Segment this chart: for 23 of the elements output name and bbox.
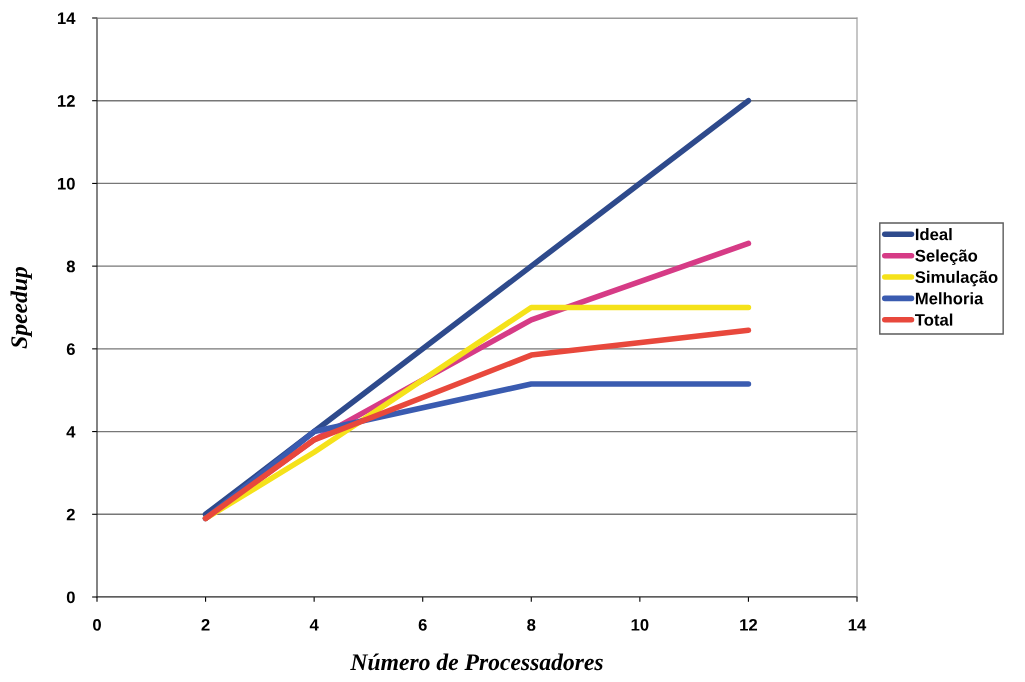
x-axis-title: Número de Processadores <box>350 653 603 671</box>
legend-label: Ideal <box>915 228 952 241</box>
x-tick-label: 10 <box>631 618 649 631</box>
x-tick-label: 8 <box>527 618 536 631</box>
y-axis-title: Speedup <box>10 266 32 349</box>
y-tick-label: 12 <box>57 95 75 107</box>
y-tick-label: 4 <box>66 426 76 438</box>
legend-label: Total <box>914 313 953 326</box>
x-tick-label: 12 <box>740 618 758 631</box>
y-tick-label: 0 <box>66 591 75 604</box>
x-tick-label: 14 <box>848 619 867 631</box>
y-tick-label: 10 <box>57 177 75 190</box>
y-tick-label: 2 <box>66 508 75 521</box>
y-tick-label: 8 <box>66 260 75 273</box>
legend-label: Seleção <box>915 249 978 265</box>
x-tick-label: 4 <box>309 619 319 631</box>
legend-label: Melhoria <box>915 292 984 305</box>
x-tick-label: 6 <box>418 618 427 631</box>
x-tick-label: 2 <box>201 618 210 631</box>
y-tick-label: 14 <box>57 12 76 25</box>
legend-label: Simulação <box>915 270 998 287</box>
x-tick-label: 0 <box>93 618 101 631</box>
y-tick-label: 6 <box>66 343 75 356</box>
